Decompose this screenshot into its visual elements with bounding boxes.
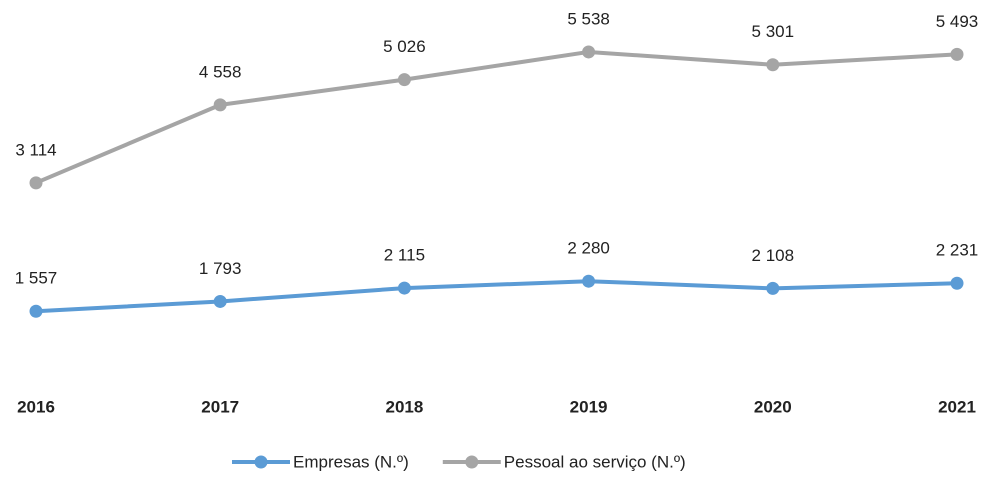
point <box>397 281 411 295</box>
x-tick-label: 2019 <box>570 397 608 416</box>
point <box>29 304 43 318</box>
data-label: 5 538 <box>567 9 610 28</box>
series-line <box>35 49 958 185</box>
data-label: 3 114 <box>15 140 56 159</box>
data-label: 5 301 <box>752 22 795 41</box>
data-label: 1 557 <box>15 269 58 288</box>
point <box>950 47 964 61</box>
data-label: 2 280 <box>567 239 610 258</box>
legend-marker <box>254 455 268 469</box>
x-tick-label: 2020 <box>754 397 792 416</box>
point <box>582 274 596 288</box>
legend-label: Pessoal ao serviço (N.º) <box>504 452 686 471</box>
point <box>29 176 43 190</box>
point <box>213 98 227 112</box>
data-label: 2 108 <box>752 246 795 265</box>
x-tick-label: 2017 <box>201 397 239 416</box>
point <box>582 45 596 59</box>
x-tick-label: 2021 <box>938 397 976 416</box>
data-label: 1 793 <box>199 259 242 278</box>
legend-label: Empresas (N.º) <box>293 452 409 471</box>
data-label: 5 026 <box>383 37 426 56</box>
x-tick-label: 2018 <box>385 397 423 416</box>
data-label: 5 493 <box>936 12 979 31</box>
point <box>397 73 411 87</box>
data-label: 2 231 <box>936 241 979 260</box>
point <box>766 281 780 295</box>
legend-marker <box>465 455 479 469</box>
series-line <box>35 279 958 314</box>
data-label: 4 558 <box>199 62 242 81</box>
point <box>950 276 964 290</box>
point <box>213 294 227 308</box>
data-label: 2 115 <box>384 246 425 265</box>
point <box>766 58 780 72</box>
x-tick-label: 2016 <box>17 397 55 416</box>
